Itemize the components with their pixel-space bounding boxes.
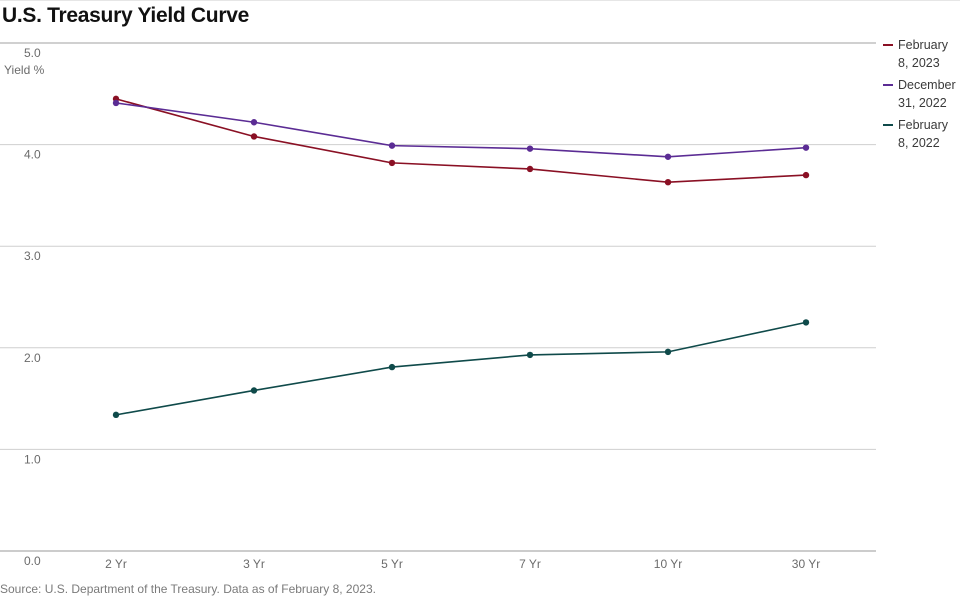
y-tick-label: 5.0 (24, 46, 41, 60)
data-point (112, 99, 120, 107)
top-rule (0, 0, 960, 1)
legend-label: February (898, 38, 949, 52)
y-tick-labels: 0.0 1.0 2.0 3.0 4.0 5.0 (24, 46, 41, 568)
x-tick-label: 3 Yr (243, 557, 265, 571)
legend-item: December 31, 2022 (883, 78, 956, 110)
source-note: Source: U.S. Department of the Treasury.… (0, 582, 376, 596)
data-point (112, 411, 120, 419)
chart-title: U.S. Treasury Yield Curve (2, 4, 249, 27)
grid-lines (0, 42, 876, 552)
x-tick-label: 10 Yr (654, 557, 682, 571)
data-point (802, 144, 810, 151)
series-lines (112, 95, 810, 419)
legend-label: 8, 2023 (898, 56, 940, 70)
data-point (802, 319, 810, 326)
x-tick-labels: 2 Yr 3 Yr 5 Yr 7 Yr 10 Yr 30 Yr (105, 557, 820, 571)
x-tick-label: 5 Yr (381, 557, 403, 571)
data-point (526, 145, 534, 152)
series-line (115, 321, 807, 416)
data-point (526, 165, 534, 173)
data-point (802, 171, 810, 179)
data-point (388, 142, 396, 149)
y-axis-label: Yield % (4, 63, 45, 77)
series-line (115, 98, 807, 183)
y-tick-label: 4.0 (24, 148, 41, 162)
legend-item: February 8, 2023 (883, 38, 949, 70)
series-line (115, 102, 807, 158)
legend-label: 31, 2022 (898, 96, 947, 110)
x-tick-label: 2 Yr (105, 557, 127, 571)
x-tick-label: 7 Yr (519, 557, 541, 571)
data-point (388, 159, 396, 167)
legend: February 8, 2023 December 31, 2022 February 8… (883, 38, 956, 150)
legend-item: February 8, 2022 (883, 118, 949, 150)
data-point (664, 348, 672, 356)
y-tick-label: 0.0 (24, 554, 41, 568)
y-tick-label: 2.0 (24, 351, 41, 365)
legend-label: 8, 2022 (898, 136, 940, 150)
y-tick-label: 1.0 (24, 452, 41, 466)
series-3 (112, 319, 810, 419)
data-point (250, 387, 258, 394)
series-1 (112, 95, 810, 186)
data-point (388, 363, 396, 371)
data-point (664, 178, 672, 186)
legend-label: December (898, 78, 956, 92)
data-point (250, 133, 258, 140)
data-point (664, 153, 672, 160)
x-tick-label: 30 Yr (792, 557, 820, 571)
legend-label: February (898, 118, 949, 132)
data-point (250, 119, 258, 126)
data-point (526, 351, 534, 359)
y-tick-label: 3.0 (24, 249, 41, 263)
series-2 (112, 99, 810, 160)
